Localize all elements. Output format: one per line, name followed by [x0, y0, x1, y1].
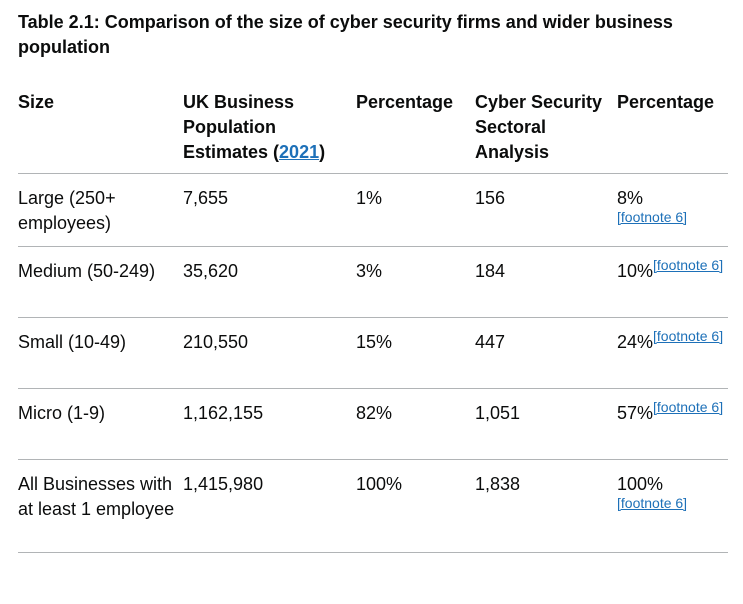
- footnote-6-link[interactable]: [footnote 6]: [653, 328, 724, 344]
- cell-cyber: 447: [475, 317, 617, 389]
- footnote-6-link[interactable]: [footnote 6]: [617, 209, 688, 225]
- cell-uk-population: 35,620: [183, 246, 356, 318]
- cell-cyber-percentage: 8%[footnote 6]: [617, 173, 728, 247]
- cell-size: Large (250+ employees): [18, 173, 183, 247]
- cyber-percentage-value: 10%: [617, 261, 654, 281]
- header-uk-population-close: ): [319, 142, 326, 162]
- table-row: Micro (1-9) 1,162,155 82% 1,051 57%[foot…: [18, 388, 728, 460]
- header-percentage-1: Percentage: [356, 90, 475, 174]
- cell-percentage: 82%: [356, 388, 475, 460]
- cell-uk-population: 7,655: [183, 173, 356, 247]
- header-cyber-security: Cyber Security Sectoral Analysis: [475, 90, 617, 174]
- cell-size: Medium (50-249): [18, 246, 183, 318]
- cell-percentage: 15%: [356, 317, 475, 389]
- cell-cyber: 1,838: [475, 459, 617, 553]
- cell-percentage: 100%: [356, 459, 475, 553]
- table-row: Small (10-49) 210,550 15% 447 24%[footno…: [18, 317, 728, 389]
- header-size: Size: [18, 90, 183, 174]
- table-caption: Table 2.1: Comparison of the size of cyb…: [18, 12, 673, 57]
- year-2021-link[interactable]: 2021: [279, 142, 320, 162]
- table-row: Medium (50-249) 35,620 3% 184 10%[footno…: [18, 246, 728, 318]
- cell-cyber-percentage: 100%[footnote 6]: [617, 459, 728, 553]
- cell-percentage: 1%: [356, 173, 475, 247]
- footnote-6-link[interactable]: [footnote 6]: [653, 399, 724, 415]
- comparison-table: Size UK Business Population Estimates (2…: [18, 90, 728, 553]
- cyber-percentage-value: 57%: [617, 403, 654, 423]
- cell-cyber: 184: [475, 246, 617, 318]
- footnote-6-link[interactable]: [footnote 6]: [653, 257, 724, 273]
- cyber-percentage-value: 24%: [617, 332, 654, 352]
- cell-cyber: 1,051: [475, 388, 617, 460]
- header-uk-population-text: UK Business Population Estimates (: [183, 92, 295, 162]
- header-uk-population: UK Business Population Estimates (2021): [183, 90, 356, 174]
- cell-size: Micro (1-9): [18, 388, 183, 460]
- header-percentage-2: Percentage: [617, 90, 728, 174]
- cell-size: Small (10-49): [18, 317, 183, 389]
- cyber-percentage-value: 100%: [617, 474, 664, 494]
- cell-cyber-percentage: 24%[footnote 6]: [617, 317, 728, 389]
- cell-uk-population: 1,162,155: [183, 388, 356, 460]
- cell-cyber-percentage: 10%[footnote 6]: [617, 246, 728, 318]
- cell-cyber: 156: [475, 173, 617, 247]
- footnote-6-link[interactable]: [footnote 6]: [617, 495, 688, 511]
- cell-uk-population: 210,550: [183, 317, 356, 389]
- table-row: Large (250+ employees) 7,655 1% 156 8%[f…: [18, 173, 728, 247]
- cell-percentage: 3%: [356, 246, 475, 318]
- cell-cyber-percentage: 57%[footnote 6]: [617, 388, 728, 460]
- table-header-row: Size UK Business Population Estimates (2…: [18, 90, 728, 174]
- cell-uk-population: 1,415,980: [183, 459, 356, 553]
- cyber-percentage-value: 8%: [617, 188, 644, 208]
- table-row: All Businesses with at least 1 employee …: [18, 459, 728, 553]
- cell-size: All Businesses with at least 1 employee: [18, 459, 183, 553]
